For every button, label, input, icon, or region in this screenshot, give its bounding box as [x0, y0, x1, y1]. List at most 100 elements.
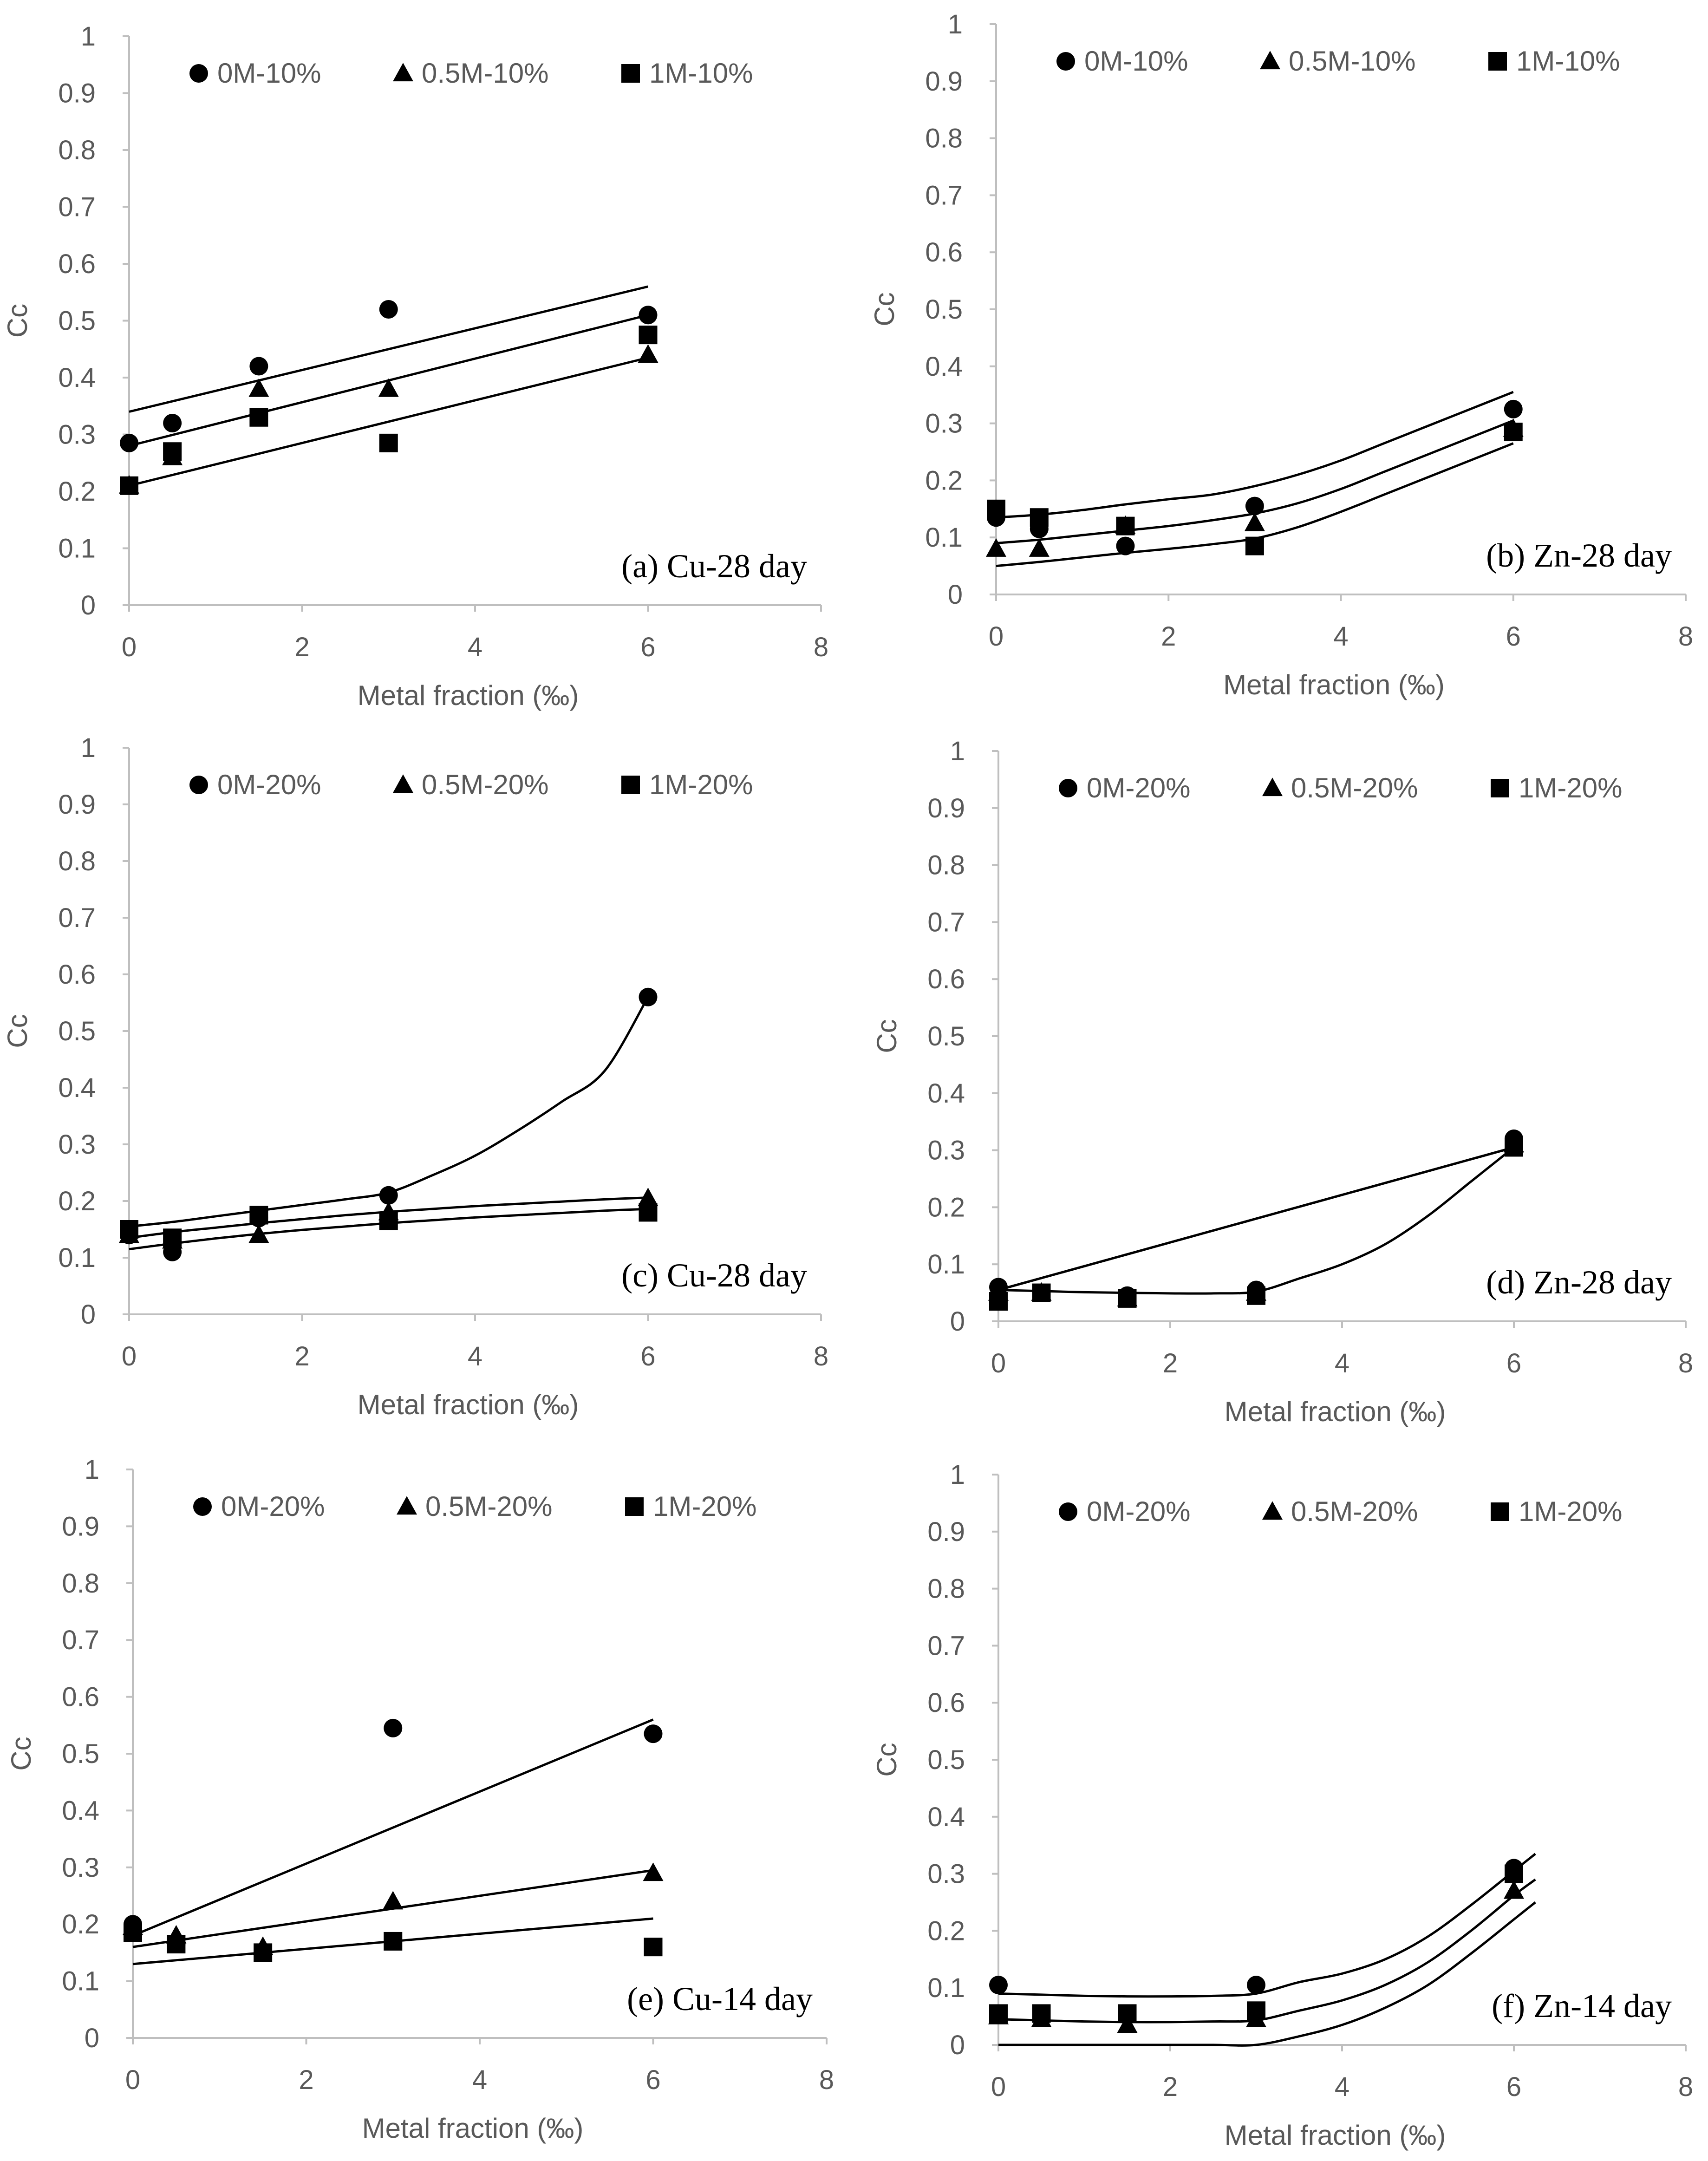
x-tick-label: 4: [1333, 621, 1348, 652]
data-point-circle: [1247, 1976, 1265, 1995]
data-point-circle: [644, 1724, 663, 1743]
data-point-square: [163, 1228, 182, 1247]
x-tick-label: 4: [1335, 2072, 1349, 2102]
data-point-circle: [379, 300, 398, 319]
legend-label: 0M-20%: [1087, 772, 1190, 803]
y-tick-label: 0.7: [927, 1631, 965, 1661]
legend-marker-triangle: [397, 1496, 417, 1515]
y-tick-label: 0.7: [927, 907, 965, 937]
data-point-circle: [163, 414, 182, 432]
x-tick-label: 6: [640, 1341, 655, 1371]
panel-title: (a) Cu-28 day: [621, 548, 807, 585]
trend-line-square: [998, 1901, 1536, 2047]
data-point-square: [379, 1211, 398, 1230]
y-tick-label: 0.7: [58, 903, 96, 933]
x-axis-label: Metal fraction (‰): [1225, 2120, 1446, 2151]
data-point-triangle: [1244, 512, 1265, 531]
x-tick-label: 8: [814, 1341, 828, 1371]
y-axis-label: Cc: [871, 1743, 902, 1776]
y-tick-label: 0.2: [925, 465, 963, 496]
data-point-square: [989, 2004, 1008, 2023]
data-point-square: [249, 408, 268, 427]
x-tick-label: 2: [1163, 1348, 1178, 1378]
x-tick-label: 2: [1161, 621, 1176, 652]
y-tick-label: 0.6: [58, 249, 96, 279]
y-tick-label: 0.6: [62, 1682, 99, 1712]
x-tick-label: 6: [1506, 621, 1521, 652]
y-tick-label: 0.1: [925, 522, 963, 553]
panel-title: (e) Cu-14 day: [627, 1980, 813, 2017]
data-point-square: [120, 476, 138, 495]
data-point-triangle: [248, 1224, 269, 1243]
legend-label: 0M-20%: [217, 769, 321, 800]
y-tick-label: 0.2: [927, 1192, 965, 1222]
data-point-square: [254, 1943, 273, 1962]
y-tick-label: 0.4: [927, 1078, 965, 1109]
legend-marker-square: [625, 1497, 644, 1516]
y-tick-label: 0.2: [927, 1916, 965, 1946]
y-tick-label: 0.1: [927, 1973, 965, 2003]
data-point-triangle: [643, 1862, 664, 1881]
y-tick-label: 0.4: [925, 352, 963, 382]
y-tick-label: 0.4: [58, 1073, 96, 1103]
data-point-square: [1505, 1138, 1523, 1157]
x-axis-label: Metal fraction (‰): [358, 680, 579, 711]
data-point-triangle: [638, 1188, 658, 1206]
data-point-triangle: [378, 378, 399, 397]
y-tick-label: 0.5: [62, 1739, 99, 1769]
y-tick-label: 0.1: [58, 1243, 96, 1273]
legend-label: 1M-10%: [649, 58, 753, 89]
y-tick-label: 0.9: [927, 1517, 965, 1547]
legend-marker-square: [621, 776, 640, 794]
data-point-circle: [120, 433, 138, 452]
data-point-square: [989, 1292, 1008, 1311]
y-tick-label: 1: [950, 1460, 965, 1490]
y-axis-label: Cc: [871, 1019, 902, 1053]
y-tick-label: 0.8: [927, 1574, 965, 1604]
x-tick-label: 2: [294, 1341, 309, 1371]
x-tick-label: 6: [645, 2065, 660, 2095]
x-tick-label: 2: [1163, 2072, 1178, 2102]
data-point-square: [167, 1935, 186, 1954]
data-point-square: [1032, 1283, 1051, 1302]
legend-label: 1M-20%: [1519, 1496, 1622, 1527]
x-tick-label: 2: [299, 2065, 313, 2095]
legend-marker-square: [1491, 1502, 1509, 1521]
x-tick-label: 8: [1678, 621, 1693, 652]
y-tick-label: 0.7: [58, 192, 96, 222]
y-tick-label: 0.6: [58, 960, 96, 990]
y-tick-label: 1: [81, 21, 96, 52]
data-point-square: [120, 1220, 138, 1239]
y-tick-label: 0.2: [62, 1909, 99, 1939]
y-tick-label: 0.3: [58, 420, 96, 450]
y-tick-label: 0: [950, 1306, 965, 1337]
legend-label: 1M-20%: [653, 1491, 756, 1522]
y-tick-label: 0: [85, 2023, 99, 2053]
x-tick-label: 8: [1678, 1348, 1693, 1378]
trend-line-square: [998, 1146, 1514, 1291]
x-tick-label: 4: [472, 2065, 487, 2095]
data-point-square: [124, 1923, 142, 1942]
y-tick-label: 0.4: [927, 1802, 965, 1832]
data-point-square: [1247, 1286, 1265, 1305]
data-point-square: [1030, 508, 1049, 527]
x-axis-label: Metal fraction (‰): [358, 1389, 579, 1420]
trend-line-triangle: [998, 1878, 1536, 2024]
y-tick-label: 0: [81, 590, 96, 620]
panel-title: (c) Cu-28 day: [621, 1257, 807, 1294]
y-tick-label: 0.9: [58, 78, 96, 109]
data-point-square: [379, 433, 398, 452]
legend-marker-square: [1491, 779, 1509, 797]
data-point-circle: [1504, 399, 1523, 418]
x-tick-label: 8: [819, 2065, 834, 2095]
legend-label: 0.5M-10%: [1289, 46, 1415, 77]
data-point-triangle: [638, 344, 658, 363]
x-tick-label: 0: [122, 632, 137, 662]
data-point-circle: [1116, 536, 1135, 555]
data-point-circle: [989, 1976, 1008, 1995]
y-tick-label: 0.5: [925, 294, 963, 325]
data-point-square: [639, 326, 658, 345]
x-tick-label: 6: [1506, 1348, 1521, 1378]
x-tick-label: 4: [468, 1341, 482, 1371]
